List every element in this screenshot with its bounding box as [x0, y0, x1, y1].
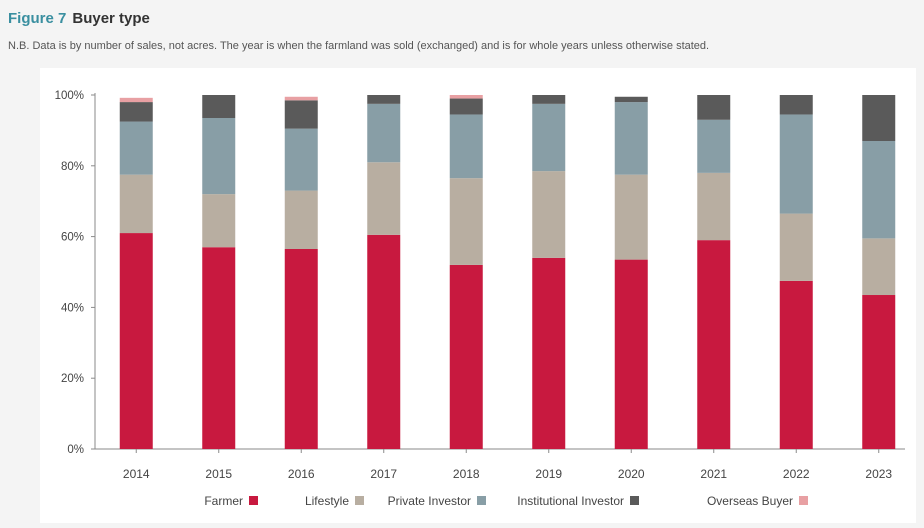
legend-label: Private Investor	[388, 494, 471, 508]
x-tick-label: 2021	[700, 467, 727, 481]
bar-segment	[284, 100, 318, 129]
bar-segment	[532, 171, 566, 258]
bar-segment	[614, 174, 648, 260]
bar-segment	[779, 114, 813, 214]
stacked-bar-chart: 0% 20% 40% 60% 80% 100% 2014 2015 2016 2017 2018 20…	[55, 90, 905, 508]
bar-segment	[367, 162, 401, 235]
x-tick-label: 2022	[783, 467, 810, 481]
bar-segment	[284, 248, 318, 449]
figure-header: Figure 7 Buyer type	[8, 10, 150, 27]
bar-segment	[697, 240, 731, 449]
legend-label: Lifestyle	[305, 494, 349, 508]
figure-title: Buyer type	[72, 10, 150, 27]
bar-segment	[119, 97, 153, 103]
x-tick-label: 2016	[288, 467, 315, 481]
bar-segment	[614, 102, 648, 175]
bar-segment	[449, 114, 483, 179]
y-tick-label: 80%	[61, 161, 84, 173]
bar-segment	[532, 257, 566, 449]
legend-label: Farmer	[204, 494, 243, 508]
y-tick-label: 0%	[67, 444, 84, 456]
bar-segment	[779, 213, 813, 281]
legend-label: Institutional Investor	[517, 494, 624, 508]
bar-segment	[119, 174, 153, 234]
bar-segment	[862, 141, 896, 239]
y-tick-label: 60%	[61, 232, 84, 244]
legend-swatch	[630, 496, 639, 505]
bar-segment	[202, 194, 236, 248]
bar-segment	[614, 259, 648, 449]
y-tick-label: 100%	[55, 90, 84, 102]
bar-segment	[697, 119, 731, 173]
bar-segment	[119, 121, 153, 175]
legend-label: Overseas Buyer	[707, 494, 793, 508]
bar-segment	[449, 178, 483, 265]
chart-area: 0% 20% 40% 60% 80% 100% 2014 2015 2016 2017 2018 20…	[40, 68, 916, 523]
bar-segment	[367, 95, 401, 104]
x-tick-label: 2015	[205, 467, 232, 481]
bar-segment	[532, 103, 566, 172]
bar-segment	[284, 128, 318, 191]
legend-swatch	[249, 496, 258, 505]
bar-segment	[284, 190, 318, 249]
bar-segment	[284, 96, 318, 101]
figure-note: N.B. Data is by number of sales, not acr…	[8, 40, 710, 52]
y-tick-label: 40%	[61, 302, 84, 314]
bar-segment	[697, 95, 731, 120]
x-tick-label: 2018	[453, 467, 480, 481]
legend-swatch	[477, 496, 486, 505]
bar-segment	[779, 95, 813, 115]
figure-number: Figure 7	[8, 10, 67, 27]
legend-swatch	[799, 496, 808, 505]
bar-segment	[449, 95, 483, 99]
legend-swatch	[355, 496, 364, 505]
bar-segment	[862, 238, 896, 296]
bar-segment	[367, 103, 401, 163]
x-tick-label: 2019	[535, 467, 562, 481]
y-tick-label: 20%	[61, 373, 84, 385]
bar-segment	[202, 118, 236, 195]
bar-segment	[202, 95, 236, 119]
bar-segment	[862, 295, 896, 449]
bar-segment	[614, 96, 648, 103]
bar-segment	[779, 280, 813, 449]
bar-segment	[449, 98, 483, 115]
bar-segment	[367, 234, 401, 449]
bar-segment	[862, 95, 896, 142]
x-tick-label: 2023	[865, 467, 892, 481]
bar-segment	[119, 233, 153, 449]
bar-segment	[532, 95, 566, 104]
bar-segment	[697, 172, 731, 241]
x-tick-label: 2017	[370, 467, 397, 481]
x-tick-label: 2014	[123, 467, 150, 481]
bar-segment	[449, 264, 483, 449]
bar-segment	[119, 102, 153, 122]
bar-segment	[202, 247, 236, 449]
x-tick-label: 2020	[618, 467, 645, 481]
